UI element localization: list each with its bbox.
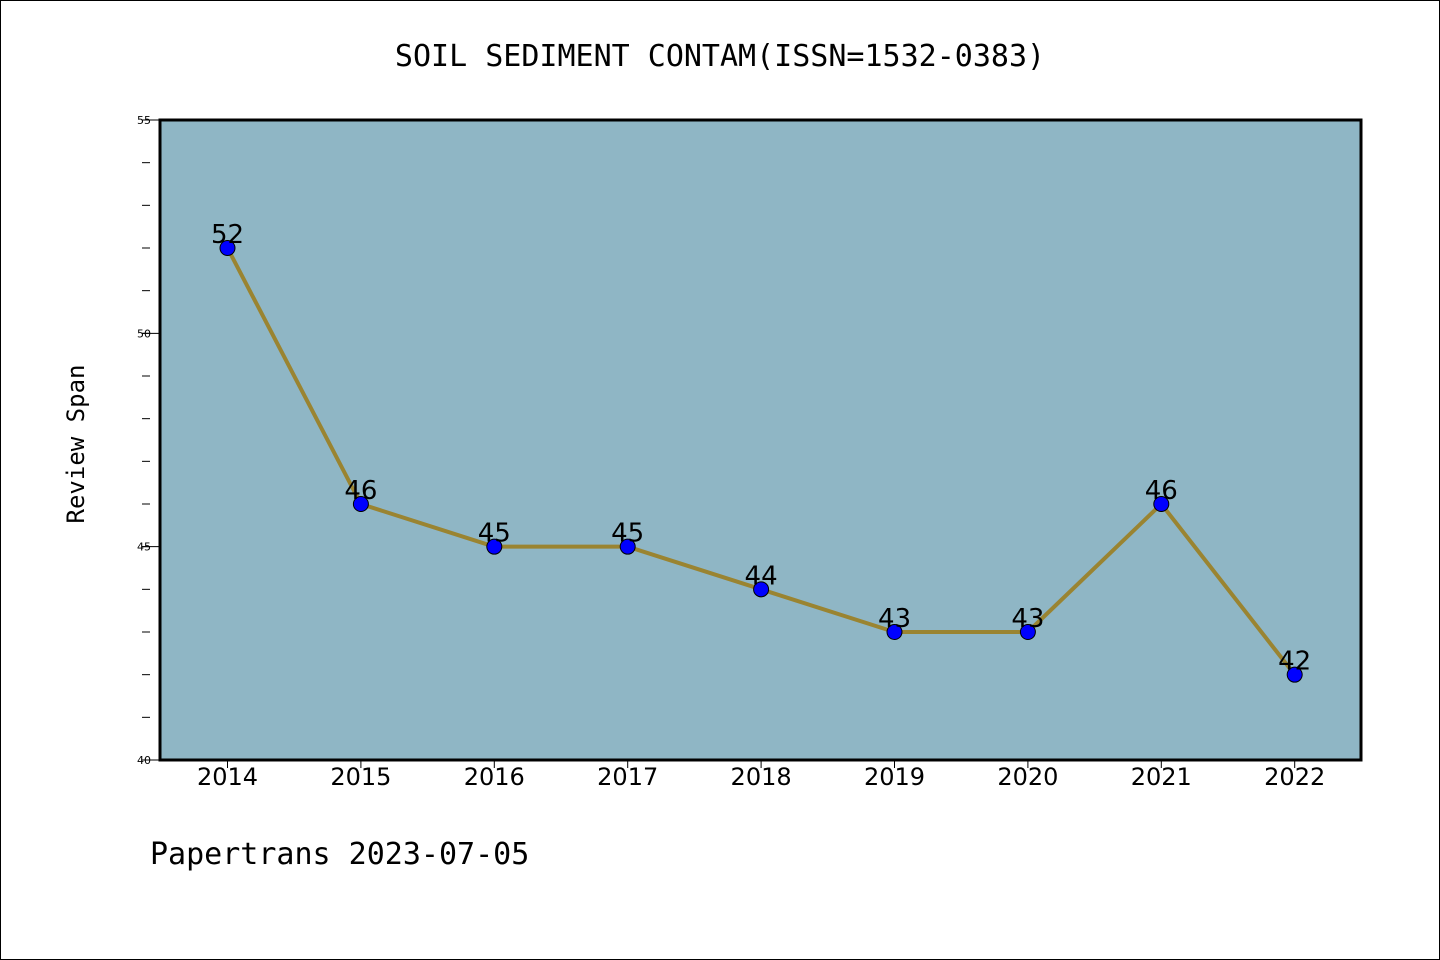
data-label: 52: [211, 220, 244, 250]
footer-stamp: Papertrans 2023-07-05: [150, 837, 529, 872]
x-axis: 2014 2015 2016 2017 2018 2019 2020 2021 2022: [197, 760, 1325, 791]
data-point: [352, 496, 369, 512]
data-point: [886, 624, 903, 640]
x-tick-label: 2016: [464, 763, 525, 791]
data-label: 46: [344, 476, 377, 506]
data-label: 44: [745, 561, 778, 591]
data-label: 45: [611, 519, 644, 549]
data-label: 43: [878, 604, 911, 634]
plot-border: [158, 118, 1363, 762]
data-label: 45: [478, 519, 511, 549]
data-point: [753, 581, 770, 598]
x-tick-label: 2021: [1131, 763, 1192, 791]
y-tick-label: 45: [137, 541, 151, 554]
y-tick-label: 40: [137, 754, 151, 767]
y-tick-label: 55: [137, 114, 151, 127]
x-tick-label: 2019: [864, 763, 925, 791]
y-axis-label: Review Span: [62, 365, 90, 524]
data-point: [486, 538, 503, 555]
x-tick-label: 2017: [597, 763, 658, 791]
series-review-span: [219, 240, 1303, 683]
x-tick-label: 2020: [997, 763, 1058, 791]
x-tick-label: 2015: [330, 763, 391, 791]
data-point: [1286, 666, 1303, 683]
data-label: 43: [1011, 604, 1044, 634]
data-point: [619, 538, 636, 555]
chart-title: SOIL SEDIMENT CONTAM(ISSN=1532-0383): [395, 39, 1045, 74]
data-labels: 52 46 45 45 44 43 43 46 42: [211, 220, 1311, 677]
plot-area: [160, 120, 1361, 760]
x-tick-label: 2022: [1264, 763, 1325, 791]
data-point: [1019, 624, 1036, 640]
x-tick-label: 2018: [731, 763, 792, 791]
data-label: 42: [1278, 647, 1311, 677]
y-tick-label: 50: [137, 327, 151, 340]
data-point: [1153, 496, 1170, 512]
data-point: [219, 240, 236, 256]
data-label: 46: [1145, 476, 1178, 506]
x-tick-label: 2014: [197, 763, 258, 791]
y-axis: 40 45 50 55: [137, 114, 160, 767]
